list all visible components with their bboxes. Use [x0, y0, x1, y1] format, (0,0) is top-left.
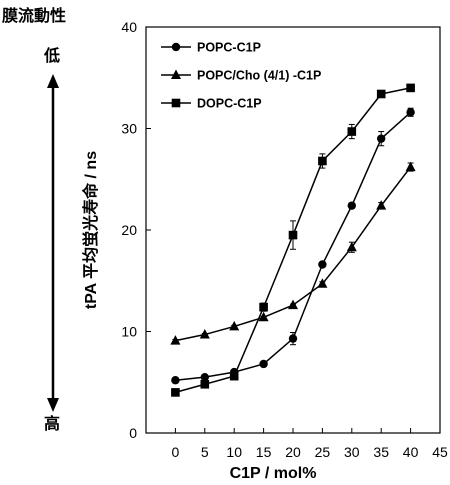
fluidity-high-label: 高 — [44, 414, 61, 433]
series-line — [175, 166, 412, 342]
data-point — [405, 161, 416, 172]
data-point — [406, 83, 415, 93]
data-point — [259, 302, 268, 312]
x-axis-label: C1P / mol% — [230, 465, 317, 482]
x-tick-label: 20 — [285, 444, 301, 460]
data-point — [288, 230, 298, 240]
data-point — [229, 320, 240, 331]
membrane-fluidity-title: 膜流動性 — [2, 6, 67, 25]
data-point — [406, 108, 415, 117]
data-point — [170, 335, 181, 345]
data-point — [346, 241, 357, 252]
data-point — [171, 388, 180, 397]
legend-marker — [171, 98, 181, 108]
data-point — [317, 278, 328, 288]
legend-marker — [171, 42, 181, 52]
y-tick-label: 30 — [121, 121, 137, 137]
x-tick-label: 45 — [432, 444, 448, 460]
data-point — [259, 359, 268, 369]
data-point — [318, 156, 327, 166]
y-tick-label: 40 — [121, 19, 137, 35]
data-point — [199, 329, 210, 339]
data-point — [171, 376, 180, 385]
data-point — [258, 311, 269, 322]
data-point — [347, 201, 356, 210]
data-point — [377, 134, 386, 143]
data-point — [288, 299, 298, 310]
data-point — [376, 200, 387, 210]
legend-marker — [171, 69, 181, 79]
x-tick-label: 30 — [344, 444, 360, 460]
x-tick-label: 35 — [373, 444, 389, 460]
y-tick-label: 10 — [121, 324, 137, 340]
data-point — [200, 372, 209, 382]
x-tick-label: 10 — [226, 444, 242, 460]
legend-entry: POPC-C1P — [197, 41, 261, 55]
x-tick-label: 0 — [172, 444, 180, 460]
data-point — [200, 379, 210, 389]
fluidity-low-label: 低 — [44, 46, 61, 65]
series-triangle-1 — [170, 161, 416, 345]
legend: POPC-C1P POPC/Cho (4/1) -C1P DOPC-C1P — [161, 41, 321, 111]
x-tick-label: 5 — [201, 444, 209, 460]
y-axis-label: tPA 平均蛍光寿命 / ns — [81, 151, 100, 309]
data-point — [318, 260, 327, 269]
data-point — [288, 334, 298, 343]
legend-entry: DOPC-C1P — [197, 97, 262, 111]
y-tick-label: 0 — [129, 425, 137, 441]
x-tick-label: 40 — [403, 444, 419, 460]
x-tick-label: 15 — [256, 444, 272, 460]
series-square-2 — [171, 83, 415, 397]
data-point — [229, 371, 239, 381]
y-tick-label: 20 — [121, 222, 137, 238]
x-tick-label: 25 — [315, 444, 331, 460]
legend-entry: POPC/Cho (4/1) -C1P — [197, 69, 321, 83]
data-point — [347, 127, 357, 136]
data-point — [376, 89, 386, 99]
